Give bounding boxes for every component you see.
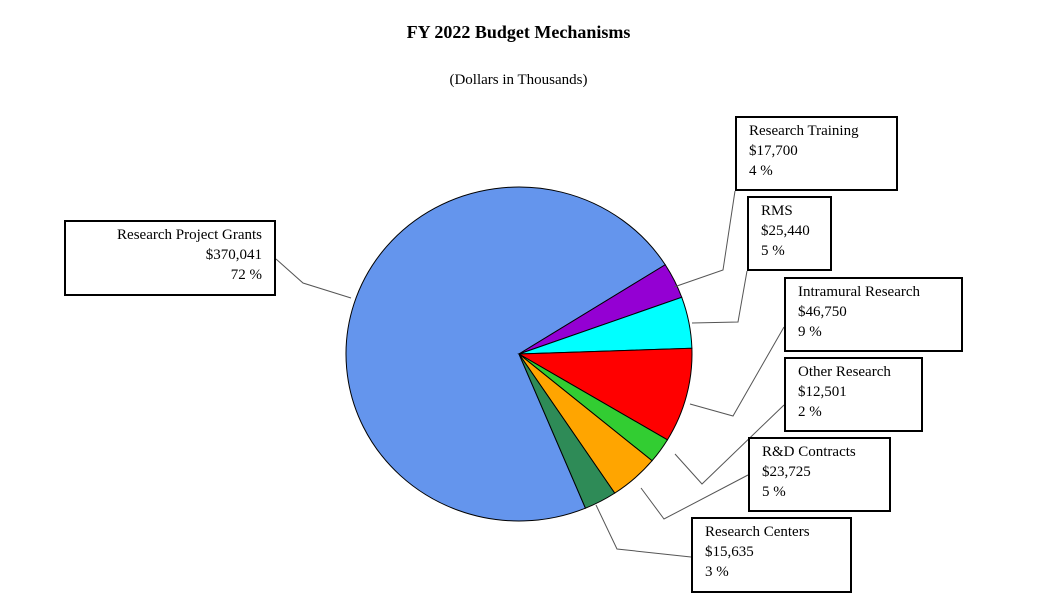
slice-percent: 72 % (230, 267, 262, 283)
slice-name: RMS (761, 203, 793, 219)
pie-slices (345, 186, 693, 522)
slice-name: Research Training (749, 123, 859, 139)
slice-name: Other Research (798, 364, 891, 380)
slice-name: Intramural Research (798, 284, 921, 300)
slice-value: $17,700 (749, 143, 798, 159)
slice-value: $370,041 (205, 247, 262, 263)
leader-lines (275, 190, 785, 558)
slice-percent: 5 % (761, 243, 785, 259)
leader-line-other-research (674, 404, 785, 485)
slice-name: Research Project Grants (117, 227, 262, 243)
slice-label-research-project-grants: Research Project Grants $370,041 72 % (64, 220, 276, 296)
chart-subtitle: (Dollars in Thousands) (449, 72, 588, 88)
slice-label-rd-contracts: R&D Contracts $23,725 5 % (748, 437, 891, 512)
slice-percent: 2 % (798, 404, 822, 420)
slice-value: $25,440 (761, 223, 810, 239)
leader-line-rms (691, 270, 748, 324)
leader-line-research-project-grants (275, 258, 352, 299)
slice-value: $12,501 (798, 384, 847, 400)
pie-slice-research-project-grants (345, 186, 666, 522)
slice-label-research-training: Research Training $17,700 4 % (735, 116, 898, 191)
pie-slice-research-centers (518, 353, 616, 509)
slice-name: R&D Contracts (762, 444, 856, 460)
leader-line-research-training (673, 190, 736, 288)
slice-percent: 9 % (798, 324, 822, 340)
slice-percent: 5 % (762, 484, 786, 500)
slice-percent: 4 % (749, 163, 773, 179)
pie-slice-intramural-research (517, 347, 693, 441)
slice-label-rms: RMS $25,440 5 % (747, 196, 832, 271)
slice-label-research-centers: Research Centers $15,635 3 % (691, 517, 852, 593)
slice-value: $46,750 (798, 304, 847, 320)
slice-percent: 3 % (705, 564, 729, 580)
slice-value: $15,635 (705, 544, 754, 560)
slice-label-other-research: Other Research $12,501 2 % (784, 357, 923, 432)
leader-line-rd-contracts (640, 474, 749, 520)
slice-label-intramural-research: Intramural Research $46,750 9 % (784, 277, 963, 352)
slice-name: Research Centers (705, 524, 810, 540)
leader-line-intramural-research (689, 326, 785, 417)
chart-title: FY 2022 Budget Mechanisms (406, 22, 631, 42)
slice-value: $23,725 (762, 464, 811, 480)
leader-line-research-centers (595, 504, 692, 558)
